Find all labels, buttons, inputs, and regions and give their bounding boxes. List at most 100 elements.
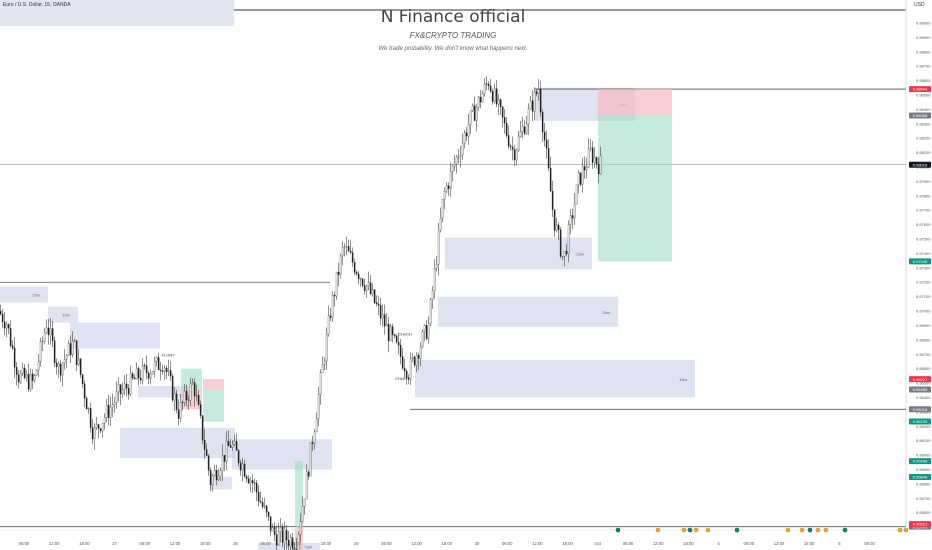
zone xyxy=(120,427,235,458)
candle-body xyxy=(489,85,492,92)
price-tick-label: 0.97400 xyxy=(916,251,931,256)
candle-body xyxy=(65,355,68,360)
candle-body xyxy=(539,89,542,113)
candle-body xyxy=(73,340,76,342)
candle-body xyxy=(491,91,494,102)
event-marker-icon xyxy=(785,527,791,533)
candle-body xyxy=(563,251,566,257)
candle-body xyxy=(241,463,244,471)
candle-body xyxy=(231,444,234,448)
candle-body xyxy=(433,268,436,291)
candle-body xyxy=(93,426,96,440)
candle-body xyxy=(123,383,126,390)
candle-body xyxy=(143,365,146,367)
candle-body xyxy=(317,394,320,419)
candle-body xyxy=(249,480,252,484)
candle-body xyxy=(341,246,344,257)
candle-body xyxy=(163,367,166,372)
candle-body xyxy=(445,185,448,192)
candle-body xyxy=(573,203,576,219)
candle-body xyxy=(195,395,198,397)
candle-body xyxy=(377,303,380,306)
candle-body xyxy=(383,314,386,327)
candle-body xyxy=(449,171,452,189)
event-marker-icon xyxy=(734,527,740,533)
candle-body xyxy=(427,323,430,339)
price-tick-label: 0.97000 xyxy=(916,309,931,314)
candle-body xyxy=(275,534,278,546)
candle-body xyxy=(403,367,406,372)
time-tick-label: 06:00 xyxy=(19,541,30,546)
candle-body xyxy=(75,340,78,365)
price-badge xyxy=(909,473,931,480)
zone-label: 15m xyxy=(679,377,687,382)
candle-body xyxy=(47,327,50,336)
candle-body xyxy=(401,356,404,369)
price-badge xyxy=(909,161,931,168)
time-tick-label: 06:00 xyxy=(260,541,271,546)
annotations: FLOR? CHoCH CHoCH xyxy=(162,332,412,382)
candle-body xyxy=(585,166,588,171)
candle-body xyxy=(593,157,596,163)
candle-body xyxy=(307,471,310,477)
price-badge-label: 0.95958 xyxy=(913,459,928,464)
candle-body xyxy=(285,529,288,541)
candle-body xyxy=(77,358,80,365)
candle-body xyxy=(119,384,122,395)
candle-body xyxy=(171,375,174,401)
grid xyxy=(0,0,907,530)
candle-body xyxy=(535,91,538,94)
candle-body xyxy=(255,482,258,493)
candle-body xyxy=(201,415,204,441)
candle-body xyxy=(267,511,270,517)
candle-body xyxy=(103,417,106,424)
price-tick-label: 0.97200 xyxy=(916,280,931,285)
price-tick-label: 0.95600 xyxy=(916,510,931,515)
price-tick-label: 0.98300 xyxy=(916,121,931,126)
candle-body xyxy=(495,88,498,105)
event-marker-icon xyxy=(693,527,699,533)
candle-body xyxy=(113,402,116,405)
zone xyxy=(70,322,160,349)
candle-body xyxy=(305,471,308,500)
price-badge xyxy=(909,86,931,93)
candle-body xyxy=(33,375,36,381)
price-badge xyxy=(909,386,931,393)
time-tick-label: 06:00 xyxy=(140,541,151,546)
candle-body xyxy=(545,139,548,149)
candle-body xyxy=(551,191,554,210)
event-marker-icon xyxy=(823,527,829,533)
candle-body xyxy=(239,462,242,471)
candle-body xyxy=(57,363,60,367)
time-tick-label: 18:00 xyxy=(79,541,90,546)
price-badge-label: 0.95521 xyxy=(913,522,928,527)
candle-body xyxy=(481,93,484,103)
time-tick-label: 06:00 xyxy=(502,541,513,546)
candle-body xyxy=(45,327,48,334)
price-tick-label: 0.98600 xyxy=(916,78,931,83)
time-axis: 06:00 12:00 18:00 27 06:00 12:00 18:00 28 06:00 1… xyxy=(0,529,906,546)
candle-body xyxy=(205,449,208,456)
candle-body xyxy=(435,264,438,269)
candle-body xyxy=(71,341,74,356)
candle-body xyxy=(79,358,82,375)
candle-body xyxy=(515,149,518,161)
event-marker-icon xyxy=(687,527,693,533)
price-tick-label: 0.98200 xyxy=(916,136,931,141)
candle-body xyxy=(237,450,240,463)
candle-body xyxy=(527,108,530,124)
candle-body xyxy=(203,439,206,450)
candle-body xyxy=(477,96,480,108)
price-tick-label: 0.96700 xyxy=(916,352,931,357)
price-tick-label: 0.98700 xyxy=(916,64,931,69)
candle-body xyxy=(355,272,358,275)
price-badge xyxy=(909,458,931,465)
time-tick-label: 12:00 xyxy=(411,541,422,546)
candle-body xyxy=(69,343,72,356)
candle-body xyxy=(499,99,502,107)
candle-body xyxy=(251,480,254,484)
time-tick-label: 18:00 xyxy=(200,541,211,546)
candle-body xyxy=(219,470,222,477)
candle-body xyxy=(31,373,34,381)
